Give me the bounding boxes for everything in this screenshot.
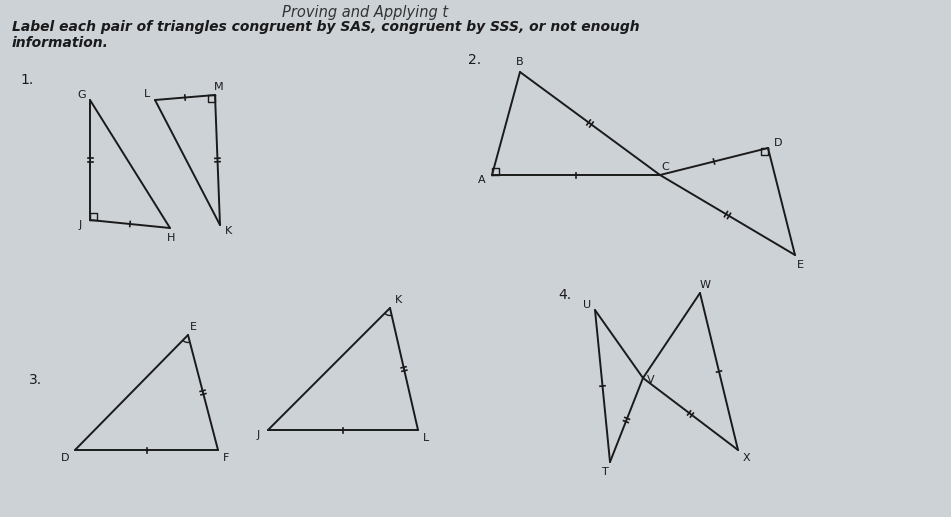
Text: U: U [583,300,592,310]
Text: G: G [78,90,87,100]
Text: E: E [797,260,804,270]
Text: B: B [516,57,524,67]
Text: A: A [478,175,486,185]
Text: W: W [700,280,710,290]
Text: D: D [61,453,69,463]
Text: X: X [742,453,749,463]
Text: H: H [166,233,175,243]
Text: T: T [602,467,609,477]
Text: 2.: 2. [469,53,481,67]
Text: V: V [648,375,655,385]
Text: C: C [661,162,669,172]
Text: J: J [257,430,260,440]
Text: Proving and Applying t: Proving and Applying t [281,5,448,20]
Text: L: L [144,89,150,99]
Text: 4.: 4. [558,288,572,302]
Text: 3.: 3. [29,373,42,387]
Text: E: E [189,322,197,332]
Text: information.: information. [12,36,108,50]
Text: F: F [223,453,229,463]
Text: K: K [224,226,232,236]
Text: K: K [395,295,401,305]
Text: 1.: 1. [20,73,33,87]
Text: Label each pair of triangles congruent by SAS, congruent by SSS, or not enough: Label each pair of triangles congruent b… [12,20,640,34]
Text: L: L [423,433,429,443]
Text: M: M [214,82,223,92]
Text: J: J [78,220,82,230]
Text: D: D [774,138,783,148]
